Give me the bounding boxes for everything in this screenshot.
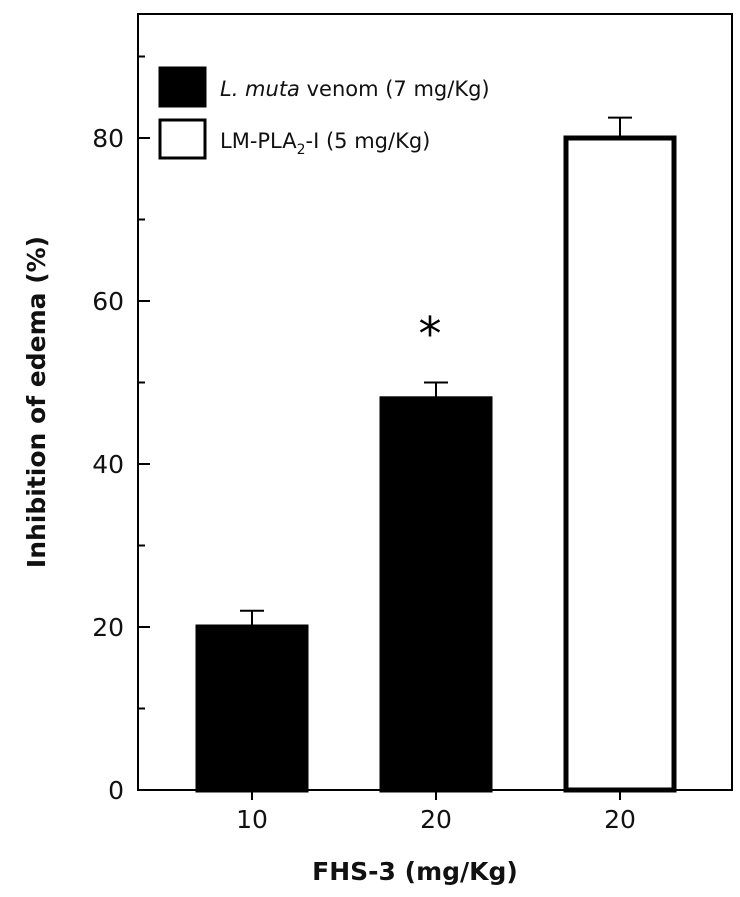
y-tick-label: 40 <box>92 450 124 479</box>
x-tick-label: 20 <box>420 805 452 834</box>
legend-label-pla2-sub: 2 <box>297 142 306 158</box>
x-axis-ticks: 10 20 20 <box>236 790 636 834</box>
y-axis-ticks: 0 20 40 60 80 <box>92 55 150 805</box>
x-tick-label: 20 <box>604 805 636 834</box>
significance-marker: * <box>419 307 442 361</box>
y-axis-title: Inhibition of edema (%) <box>22 236 51 568</box>
legend-label-pla2-prefix: LM-PLA <box>220 129 297 153</box>
legend-swatch-venom <box>158 66 207 108</box>
legend-swatch-pla2 <box>158 118 207 160</box>
legend-label-pla2-rest: -I (5 mg/Kg) <box>306 129 431 153</box>
legend-label-venom-italic: L. muta <box>220 77 300 101</box>
y-tick-label: 20 <box>92 613 124 642</box>
legend-label-venom: L. muta venom (7 mg/Kg) <box>220 77 490 101</box>
bars: * <box>195 116 677 793</box>
bar-venom-1 <box>379 396 493 793</box>
bar-pla2-2 <box>563 135 677 793</box>
y-tick-label: 80 <box>92 124 124 153</box>
x-tick-label: 10 <box>236 805 268 834</box>
y-tick-label: 60 <box>92 287 124 316</box>
x-axis-title: FHS-3 (mg/Kg) <box>312 857 518 886</box>
y-tick-label: 0 <box>108 776 124 805</box>
legend: L. muta venom (7 mg/Kg) LM-PLA2-I (5 mg/… <box>158 66 490 160</box>
legend-label-pla2: LM-PLA2-I (5 mg/Kg) <box>220 129 430 158</box>
bar-venom-0 <box>195 624 309 793</box>
legend-label-venom-rest: venom (7 mg/Kg) <box>300 77 490 101</box>
